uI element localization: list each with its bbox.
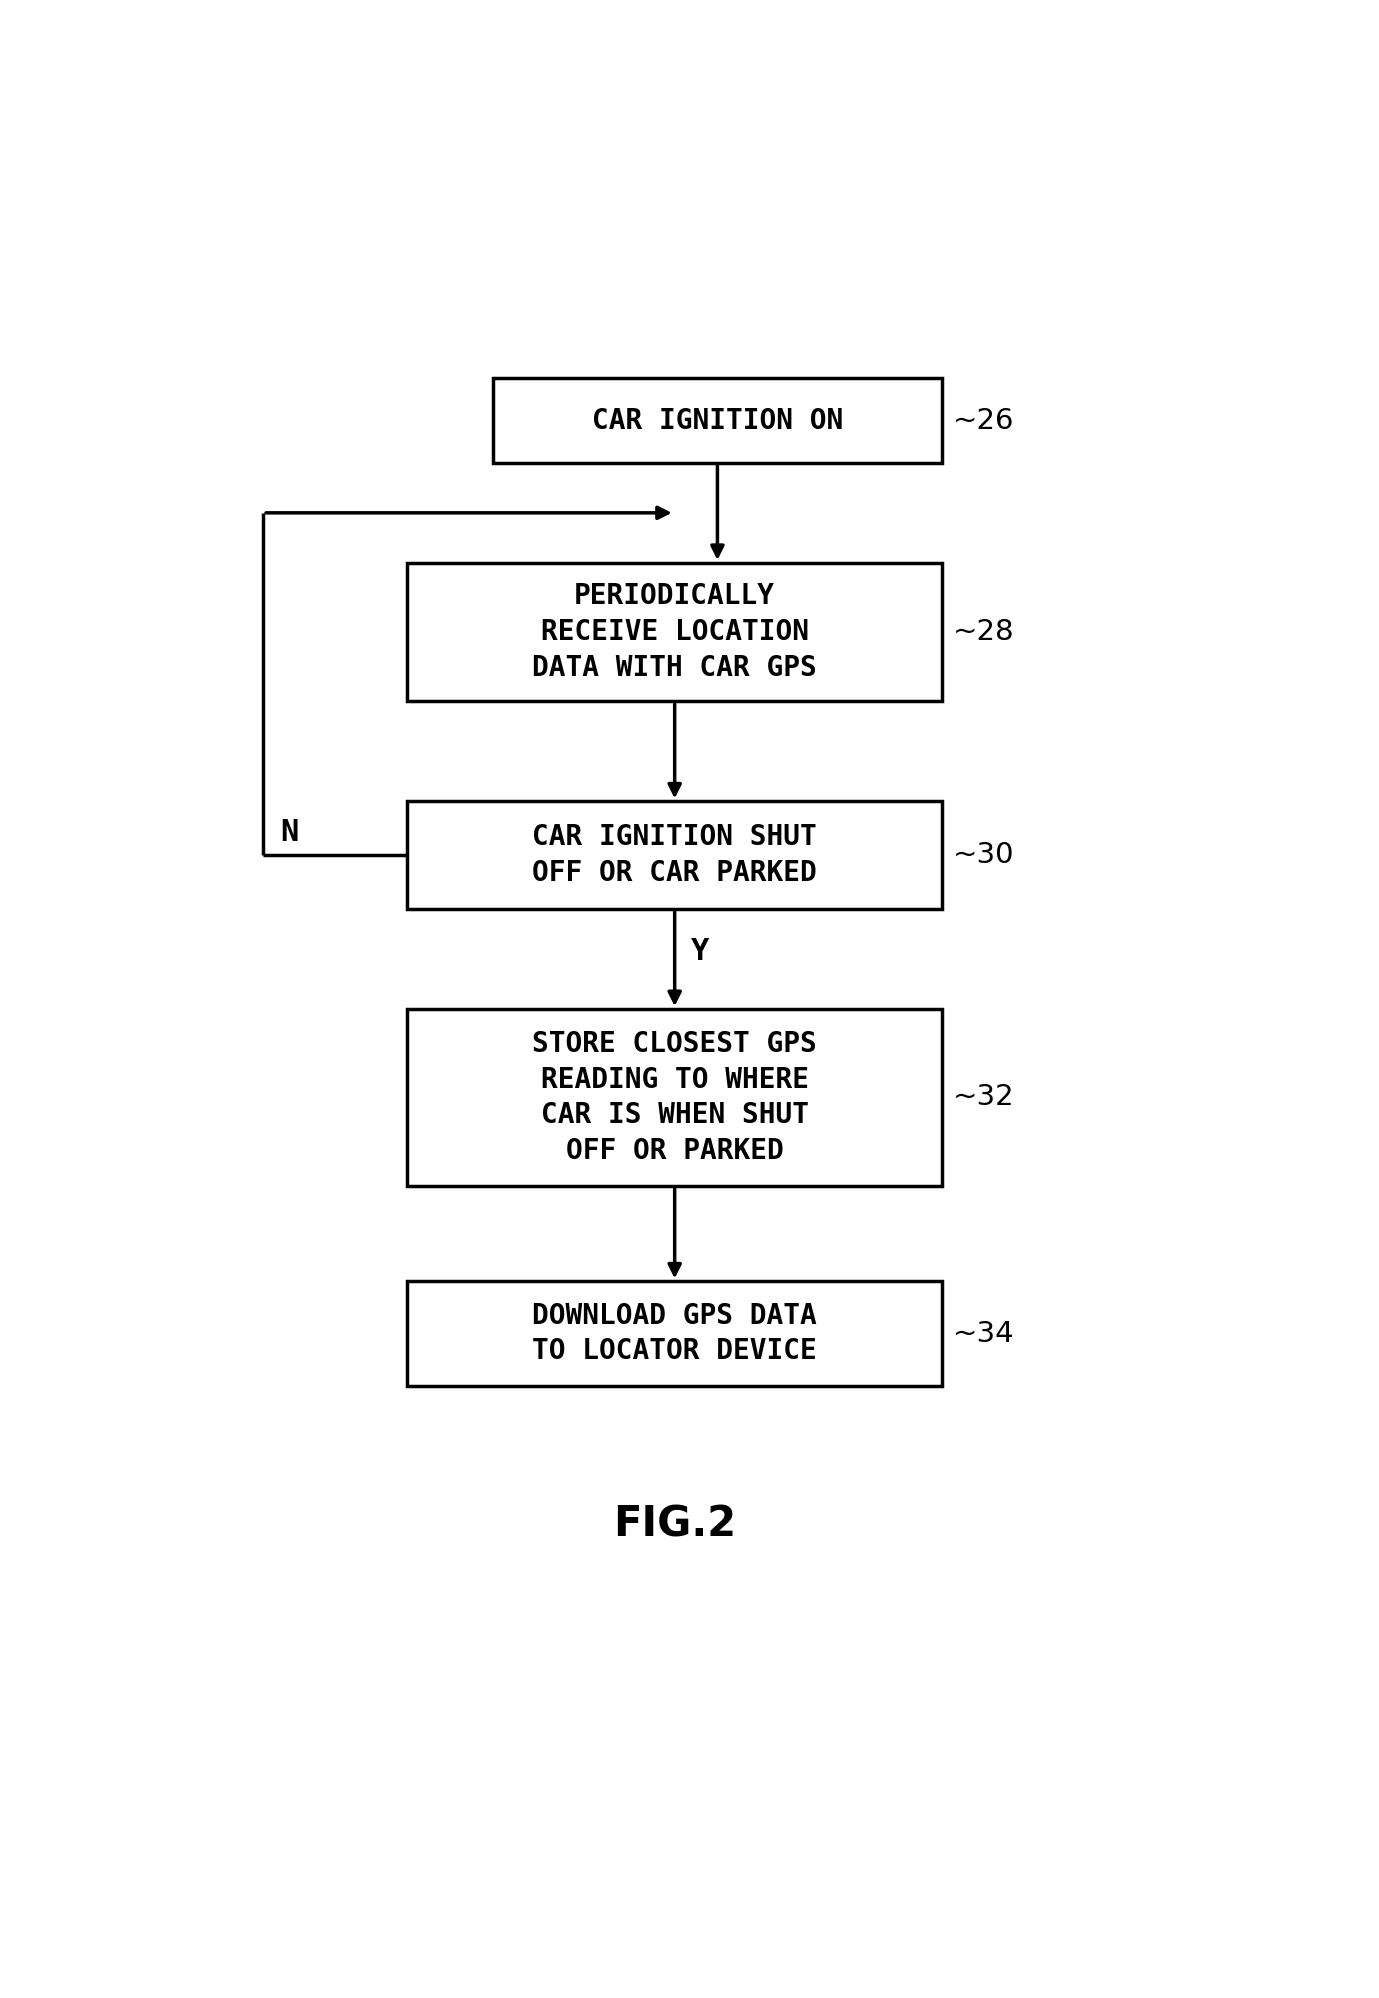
Bar bbox=[408, 801, 942, 909]
Text: DOWNLOAD GPS DATA
TO LOCATOR DEVICE: DOWNLOAD GPS DATA TO LOCATOR DEVICE bbox=[532, 1303, 816, 1365]
Text: ~34: ~34 bbox=[953, 1319, 1014, 1347]
Bar bbox=[408, 1009, 942, 1187]
Bar bbox=[494, 378, 942, 464]
Text: STORE CLOSEST GPS
READING TO WHERE
CAR IS WHEN SHUT
OFF OR PARKED: STORE CLOSEST GPS READING TO WHERE CAR I… bbox=[532, 1029, 816, 1165]
Text: CAR IGNITION SHUT
OFF OR CAR PARKED: CAR IGNITION SHUT OFF OR CAR PARKED bbox=[532, 823, 816, 887]
Text: PERIODICALLY
RECEIVE LOCATION
DATA WITH CAR GPS: PERIODICALLY RECEIVE LOCATION DATA WITH … bbox=[532, 581, 816, 681]
Text: CAR IGNITION ON: CAR IGNITION ON bbox=[592, 406, 843, 434]
Text: ~32: ~32 bbox=[953, 1083, 1014, 1111]
Text: ~30: ~30 bbox=[953, 841, 1014, 869]
Text: N: N bbox=[281, 819, 299, 847]
Bar bbox=[408, 1281, 942, 1387]
Bar bbox=[408, 563, 942, 701]
Text: ~26: ~26 bbox=[953, 406, 1014, 434]
Text: Y: Y bbox=[691, 937, 709, 965]
Text: FIG.2: FIG.2 bbox=[614, 1502, 736, 1544]
Text: ~28: ~28 bbox=[953, 617, 1014, 645]
